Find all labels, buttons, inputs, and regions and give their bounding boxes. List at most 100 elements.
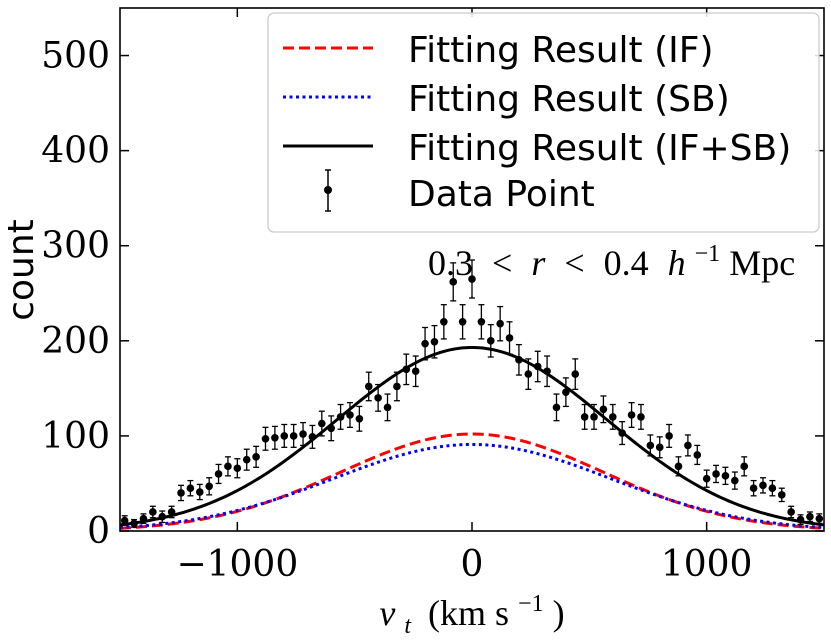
annotation-lt-2: < [564,243,584,283]
y-axis-label: count [1,219,42,321]
data-point [411,355,420,388]
annotation-h-exponent: −1 [695,241,721,267]
data-point [289,423,298,448]
data-point-marker [374,394,382,402]
data-point [383,393,392,422]
annotation-lo: 0.3 [428,243,473,283]
data-point [702,469,711,488]
data-point-marker [731,476,739,485]
data-point [580,403,589,430]
data-point-marker [543,367,551,376]
x-tick-label: 0 [461,544,484,585]
data-point [609,403,617,430]
data-point-marker [721,472,730,480]
data-point [684,434,692,457]
data-point-marker [346,411,354,419]
data-point [280,423,289,448]
data-point-marker [214,470,223,478]
data-point [186,479,195,497]
data-point [233,458,242,479]
data-point [674,456,683,477]
annotation-hi: 0.4 [604,243,649,283]
data-point [787,505,795,519]
data-point-marker [308,433,317,441]
data-point [486,324,495,358]
data-point [749,479,758,497]
data-point [721,466,730,486]
data-point-marker [233,464,242,473]
data-point-marker [486,337,495,345]
data-point-marker [684,441,692,450]
data-point [205,477,213,496]
x-axis-label-var: v [379,593,395,633]
legend-label-data: Data Point [408,174,595,215]
data-point [261,426,270,451]
data-point [777,487,786,503]
data-point-marker [787,508,795,516]
data-point-marker [759,481,767,490]
data-point-marker [299,430,307,438]
data-point-marker [477,318,486,326]
x-axis-label: v t (km s −1 ) [379,579,564,638]
data-point-marker [280,432,289,440]
legend-label-sb: Fitting Result (SB) [408,79,730,120]
data-point-marker [702,474,711,483]
data-point-marker [242,455,251,464]
data-point [271,425,279,450]
y-tick-label: 400 [41,131,110,172]
data-point-marker [496,319,504,328]
data-point-marker [195,488,204,496]
data-point-marker [336,413,345,421]
data-point-marker [355,414,364,423]
data-point-marker [318,419,326,428]
data-point-marker [599,405,608,414]
data-point [590,403,598,430]
data-point-marker [261,434,270,443]
data-point-marker [552,403,561,412]
legend-swatch-data-marker [324,186,332,194]
data-point-marker [571,370,580,378]
data-point [327,415,336,442]
data-point [524,358,533,390]
annotation-h: h [668,243,686,283]
data-point-marker [712,470,720,478]
data-point [815,513,824,525]
data-point [712,464,720,484]
data-point-marker [364,382,373,391]
legend-label-if: Fitting Result (IF) [408,30,714,71]
data-point-marker [177,489,185,497]
data-point [224,456,232,477]
data-point-marker [505,334,514,342]
data-point-marker [693,451,702,459]
data-point [195,483,204,501]
data-point-marker [665,432,673,440]
legend: Fitting Result (IF) Fitting Result (SB) … [267,12,820,233]
data-point [440,304,448,340]
data-point [477,304,486,340]
data-point [374,383,382,412]
data-point-marker [158,512,167,521]
data-point-marker [393,382,401,391]
legend-box [267,12,820,233]
data-point [543,355,551,388]
data-point [308,424,317,449]
data-point-marker [777,491,786,499]
x-axis-label-units: (km s [428,593,509,633]
data-point [158,510,167,524]
data-point [533,350,542,383]
data-point [740,456,749,477]
data-point [637,403,645,430]
data-point [364,371,373,402]
data-point [552,393,561,422]
data-point-marker [806,512,814,521]
data-point-marker [627,411,636,419]
data-point [468,259,476,299]
data-point-marker [289,432,298,440]
data-point-marker [637,413,645,421]
x-tick-label: 1000 [661,544,753,585]
data-point [449,262,458,302]
data-point [458,304,467,340]
data-point-marker [562,388,570,396]
